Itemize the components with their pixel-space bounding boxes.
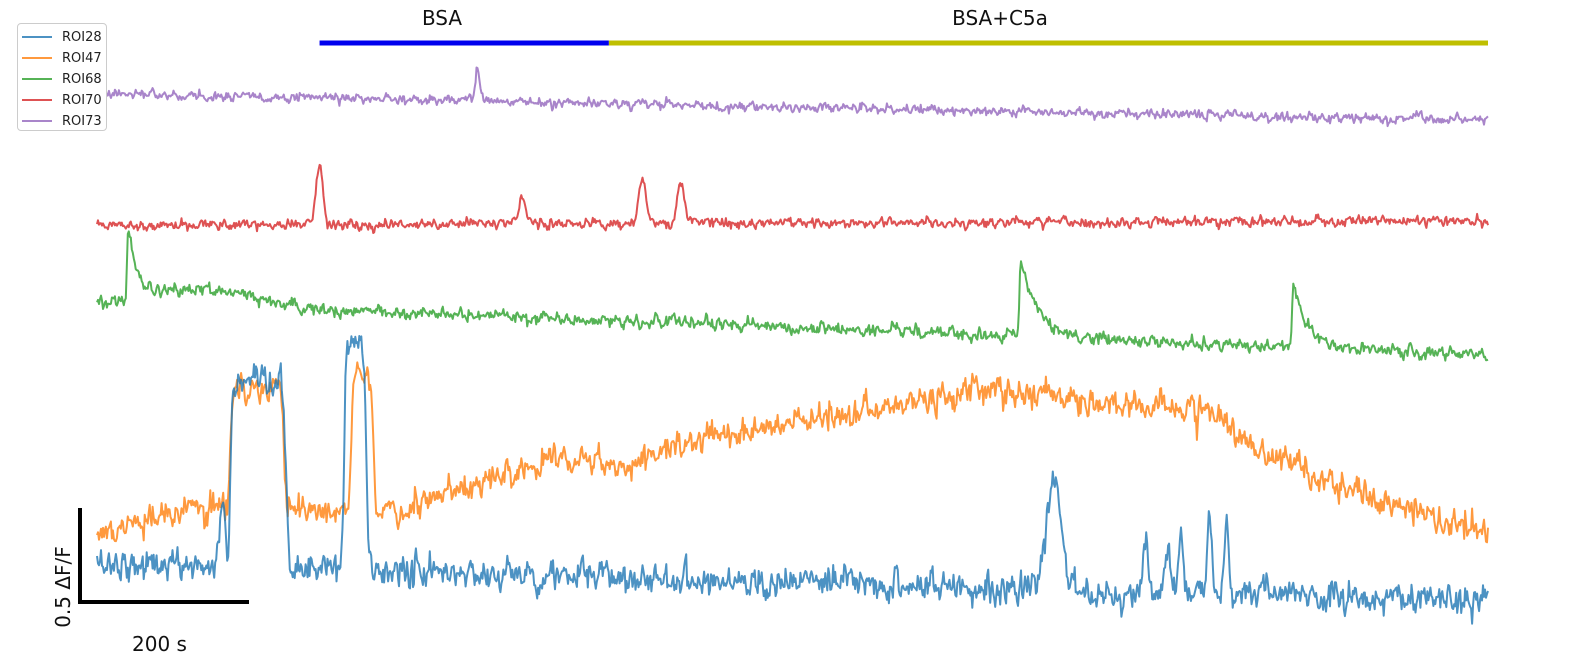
condition-label-bsa: BSA [421, 6, 463, 30]
scale-bar-y-label: 0.5 ΔF/F [51, 546, 75, 628]
legend-swatch [22, 57, 52, 59]
legend-label: ROI68 [62, 71, 102, 87]
legend-item-roi28: ROI28 [22, 27, 102, 47]
legend-item-roi73: ROI73 [22, 111, 102, 131]
legend-swatch [22, 36, 52, 38]
trace-roi70 [96, 163, 1489, 234]
condition-label-bsa-c5a: BSA+C5a [952, 6, 1048, 30]
legend-item-roi47: ROI47 [22, 48, 102, 68]
trace-roi47 [96, 361, 1489, 544]
scale-bar-x-label: 200 s [132, 632, 187, 656]
legend-label: ROI28 [62, 29, 102, 45]
legend-label: ROI47 [62, 50, 102, 66]
legend-swatch [22, 99, 52, 101]
legend-swatch [22, 78, 52, 80]
trace-roi73 [96, 66, 1489, 128]
legend: ROI28 ROI47 ROI68 ROI70 ROI73 [17, 23, 107, 131]
trace-roi68 [96, 230, 1489, 362]
legend-item-roi68: ROI68 [22, 69, 102, 89]
legend-label: ROI73 [62, 113, 102, 129]
legend-swatch [22, 120, 52, 122]
legend-item-roi70: ROI70 [22, 90, 102, 110]
legend-label: ROI70 [62, 92, 102, 108]
trace-roi28 [96, 335, 1489, 625]
